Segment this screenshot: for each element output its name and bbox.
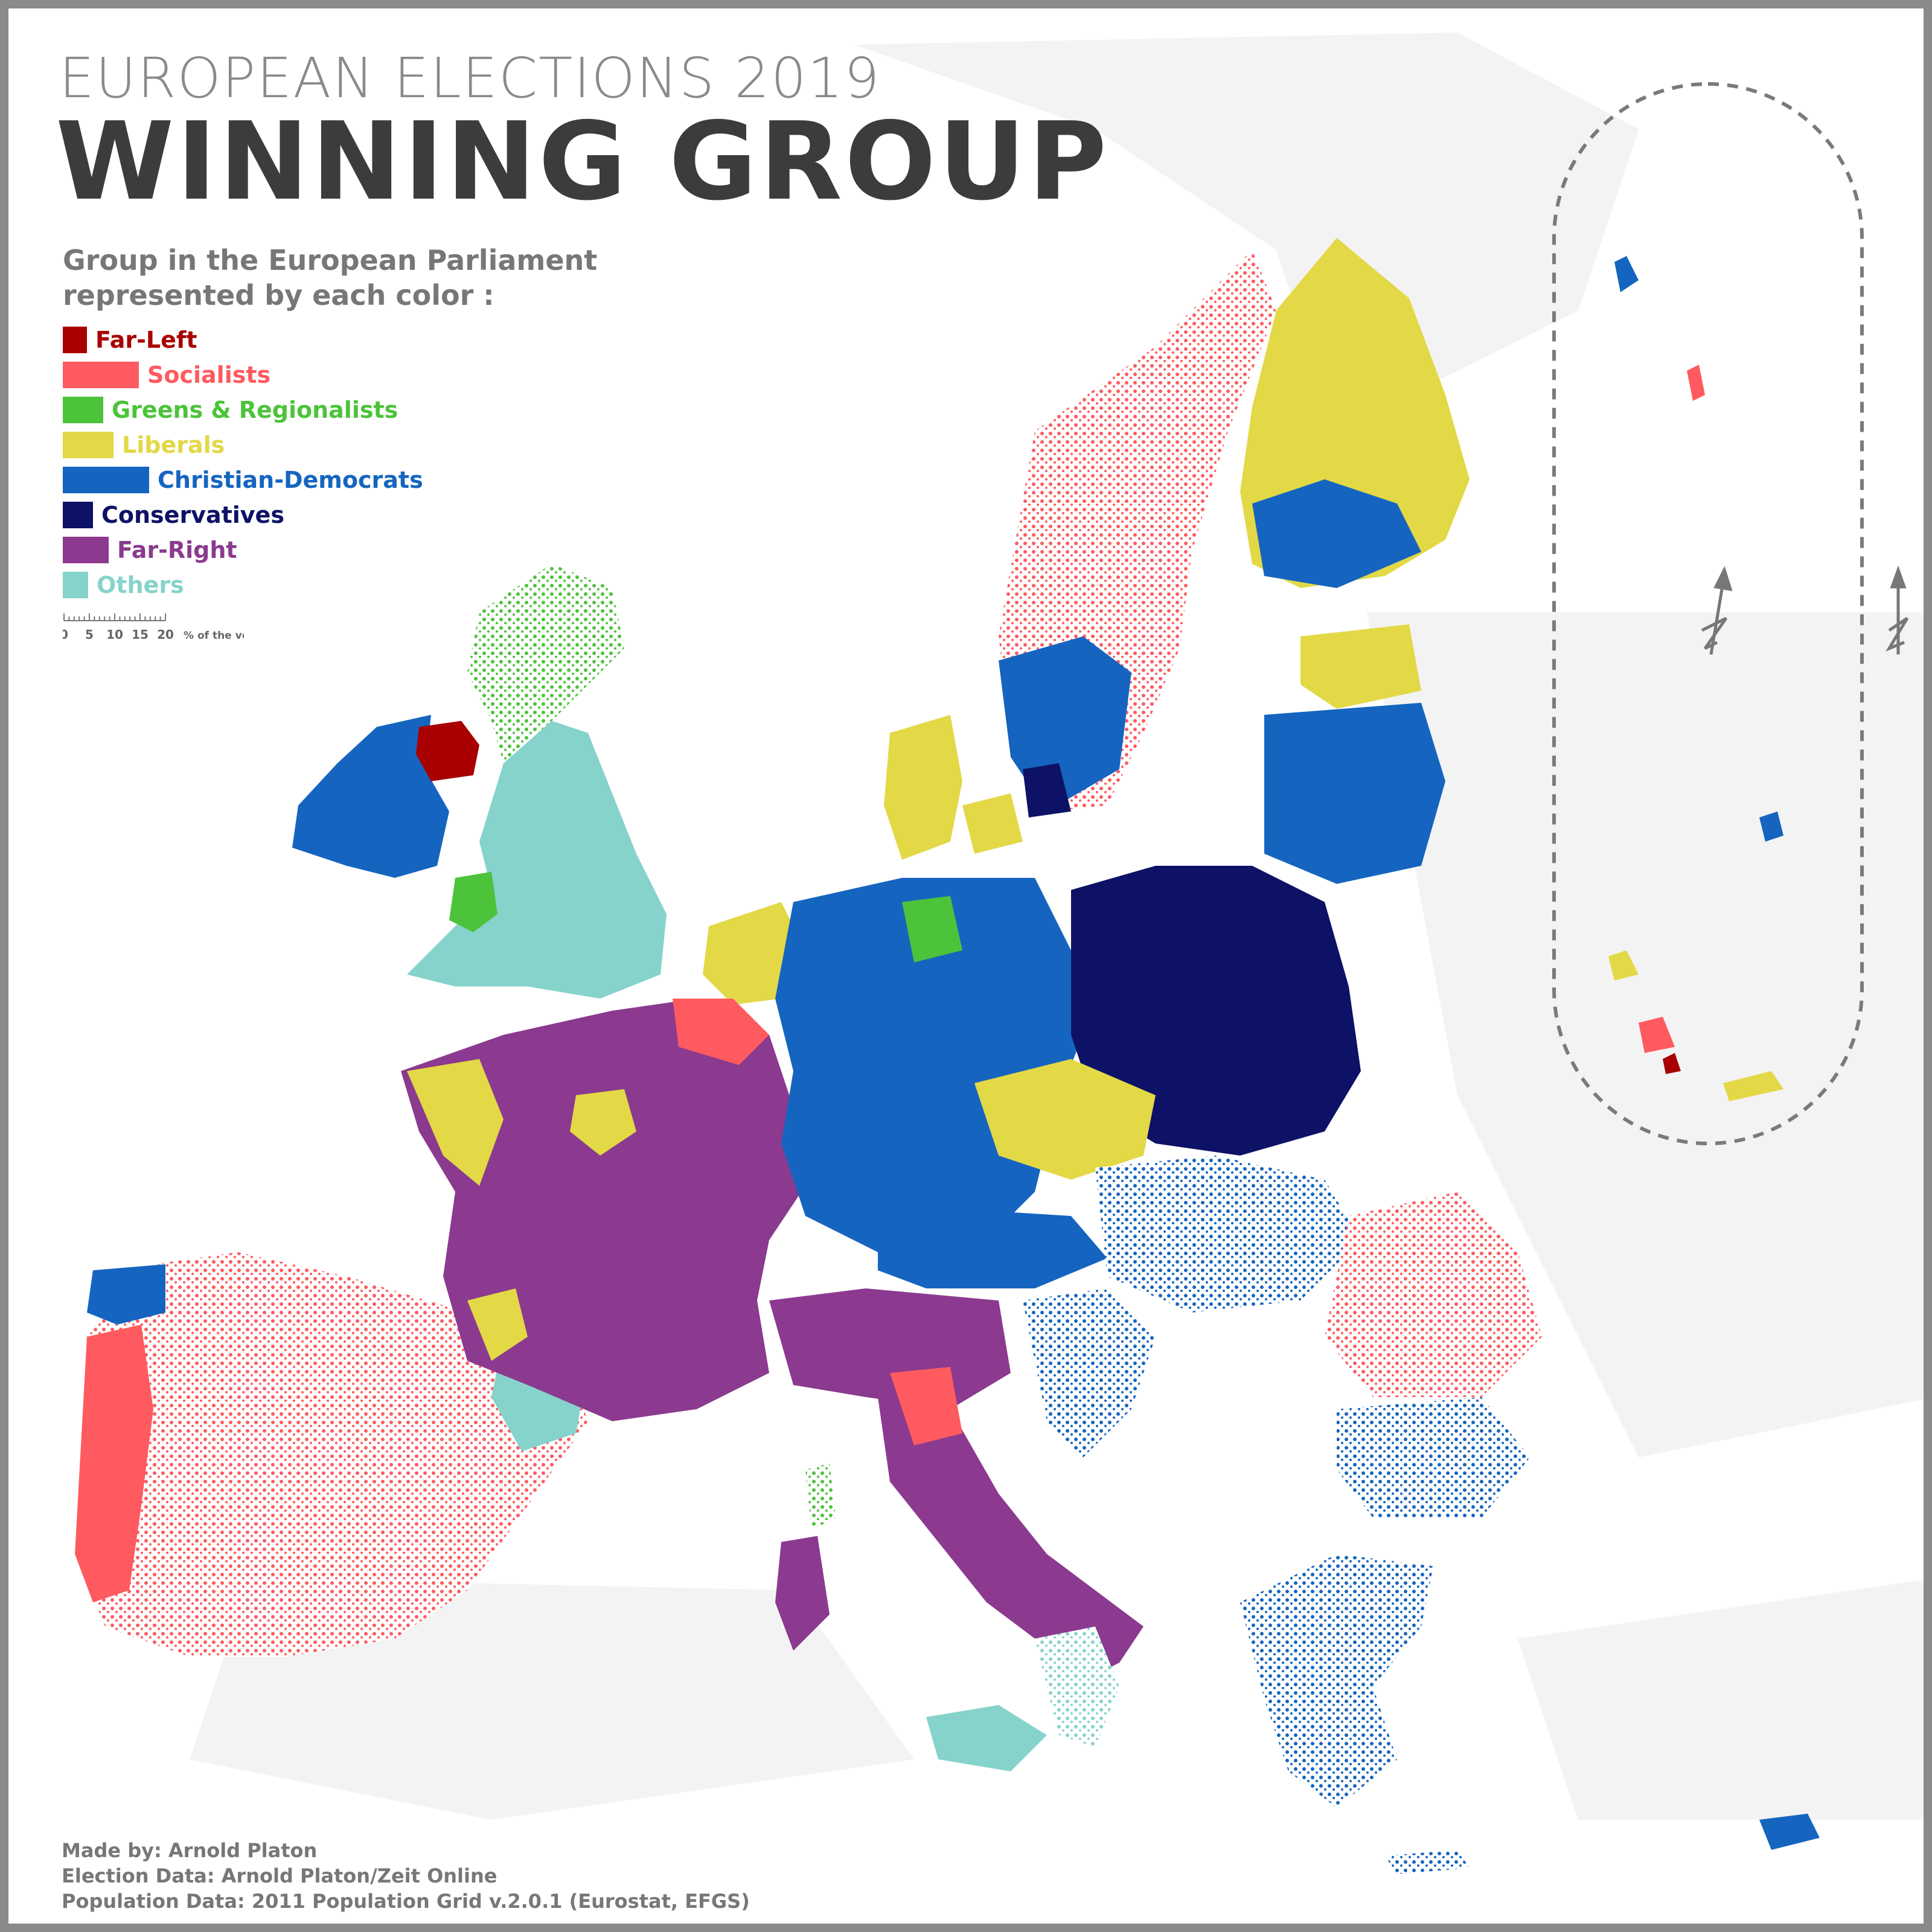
romania	[1325, 1192, 1542, 1397]
legend-item: Others	[63, 568, 423, 603]
credit-author: Made by: Arnold Platon	[62, 1839, 318, 1862]
legend-label: Greens & Regionalists	[112, 397, 398, 423]
legend-item: Socialists	[63, 357, 423, 392]
credit-population-data: Population Data: 2011 Population Grid v.…	[62, 1890, 750, 1913]
scale-unit: % of the vote	[184, 630, 244, 642]
italy-peninsula	[878, 1397, 1144, 1687]
legend-swatch	[63, 327, 87, 353]
greece	[1240, 1554, 1433, 1808]
portugal	[75, 1325, 153, 1602]
cyprus	[1759, 1814, 1820, 1850]
scania	[1023, 763, 1071, 817]
scale-tick-label: 15	[132, 627, 149, 642]
north-arrow-icon	[1701, 566, 1733, 655]
italy-south	[1035, 1627, 1119, 1747]
croatia	[1023, 1288, 1156, 1457]
legend-swatch	[63, 397, 103, 423]
sardinia	[775, 1536, 830, 1651]
legend-label: Liberals	[122, 432, 225, 458]
belgium	[673, 999, 769, 1065]
legend-heading: Group in the European Parliament represe…	[63, 243, 597, 313]
legend-label: Others	[97, 572, 184, 598]
legend-label: Conservatives	[101, 502, 284, 528]
legend-label: Socialists	[147, 362, 271, 388]
latvia-lithuania	[1264, 703, 1445, 884]
legend-item: Greens & Regionalists	[63, 392, 423, 427]
bulgaria	[1337, 1397, 1530, 1518]
scale-bar: 0 5 10 15 20 % of the vote	[63, 613, 244, 642]
galicia	[87, 1264, 165, 1325]
scale-tick-label: 10	[106, 627, 123, 642]
page-title: WINNING GROUP	[56, 99, 1110, 224]
germany	[775, 878, 1083, 1252]
outermost-regions-inset	[1552, 82, 1864, 1145]
denmark	[884, 715, 962, 860]
legend-swatch	[63, 432, 114, 458]
corsica	[805, 1463, 836, 1530]
legend-heading-line-1: Group in the European Parliament	[63, 244, 598, 277]
northern-ireland	[416, 721, 479, 781]
legend-heading-line-2: represented by each color :	[63, 279, 494, 312]
credits: Made by: Arnold Platon Election Data: Ar…	[62, 1838, 750, 1914]
scale-tick-label: 0	[63, 627, 68, 642]
tuscany	[890, 1367, 962, 1445]
legend-swatch	[63, 467, 149, 493]
europe-election-map	[75, 33, 1924, 1874]
legend-label: Far-Right	[117, 537, 237, 563]
scale-tick-label: 5	[85, 627, 94, 642]
title-subtitle: EUROPEAN ELECTIONS 2019	[59, 46, 881, 110]
legend-item: Far-Left	[63, 322, 423, 357]
legend-item: Conservatives	[63, 497, 423, 533]
scale-tick-label: 20	[157, 627, 174, 642]
france-liberal-paris	[570, 1089, 636, 1156]
ireland	[292, 715, 449, 878]
legend-swatch	[63, 502, 93, 528]
wales	[449, 872, 497, 932]
italy-north	[769, 1288, 1011, 1409]
legend-swatch	[63, 362, 139, 388]
estonia	[1300, 624, 1421, 709]
north-arrow-inset-icon	[1886, 565, 1909, 654]
credit-election-data: Election Data: Arnold Platon/Zeit Online	[62, 1864, 497, 1887]
hungary-slovakia	[1095, 1156, 1361, 1313]
denmark-islands	[962, 793, 1023, 854]
iberia	[75, 1252, 588, 1657]
germany-green	[902, 896, 962, 962]
legend-swatch	[63, 537, 109, 563]
finland-south	[1252, 479, 1421, 588]
legend-swatch	[63, 572, 88, 598]
legend: Far-Left Socialists Greens & Regionalists L…	[63, 322, 423, 603]
france-liberal-south	[467, 1288, 528, 1361]
crete	[1385, 1850, 1470, 1874]
legend-label: Far-Left	[95, 327, 197, 353]
scale-ticks: 0 5 10 15 20	[63, 613, 174, 642]
legend-label: Christian-Democrats	[158, 467, 423, 493]
france-liberal-west	[407, 1059, 504, 1186]
legend-item: Christian-Democrats	[63, 462, 423, 497]
sicily	[926, 1705, 1047, 1771]
poland	[1071, 866, 1361, 1156]
austria	[878, 1210, 1107, 1288]
legend-item: Far-Right	[63, 533, 423, 568]
czechia	[974, 1059, 1156, 1180]
legend-item: Liberals	[63, 427, 423, 462]
scotland	[467, 564, 624, 763]
